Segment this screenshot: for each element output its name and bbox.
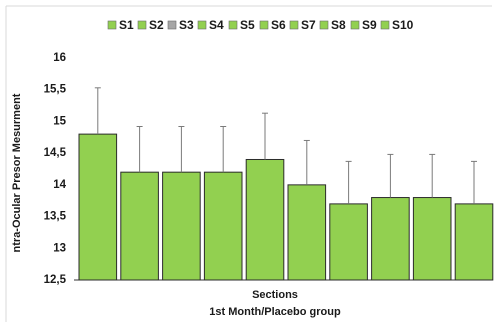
legend-swatch-s5 bbox=[228, 20, 238, 30]
error-bars bbox=[94, 87, 477, 204]
legend-swatch-s6 bbox=[259, 20, 269, 30]
legend-label-s5: S5 bbox=[240, 18, 255, 32]
y-tick-label: 15 bbox=[53, 115, 66, 127]
legend-label-s1: S1 bbox=[119, 18, 134, 32]
y-tick-label: 14 bbox=[53, 179, 66, 191]
y-tick-label: 13 bbox=[53, 242, 66, 254]
legend-swatch-s7 bbox=[289, 20, 299, 30]
legend-swatch-s2 bbox=[137, 20, 147, 30]
legend-swatch-s4 bbox=[197, 20, 207, 30]
bar-s9 bbox=[412, 197, 452, 281]
y-tick-label: 14,5 bbox=[44, 147, 67, 159]
bar-s2 bbox=[120, 171, 159, 281]
legend: S1 S2 S3 S4 S5 S6 S7 S8 S9 S10 bbox=[107, 18, 414, 32]
bar-s4 bbox=[203, 171, 243, 281]
legend-swatch-s3 bbox=[167, 20, 177, 30]
y-tick-label: 15,5 bbox=[44, 84, 67, 96]
legend-swatch-s9 bbox=[350, 20, 360, 30]
bars bbox=[78, 133, 494, 281]
legend-label-s2: S2 bbox=[149, 18, 164, 32]
y-tick-label: 16 bbox=[53, 52, 66, 64]
bar-s7 bbox=[329, 203, 368, 281]
y-axis-title: ntra-Ocular Presor Mesurment bbox=[11, 93, 23, 252]
bar-s3 bbox=[162, 171, 201, 281]
bar-s10 bbox=[454, 203, 494, 281]
bar-s6 bbox=[287, 184, 327, 281]
legend-label-s7: S7 bbox=[301, 18, 316, 32]
legend-label-s6: S6 bbox=[271, 18, 286, 32]
legend-label-s9: S9 bbox=[362, 18, 377, 32]
legend-label-s10: S10 bbox=[392, 18, 414, 32]
legend-swatch-s10 bbox=[380, 20, 390, 30]
y-axis-ticks: 12,5 13 13,5 14 14,5 15 15,5 16 bbox=[44, 52, 67, 286]
y-tick-label: 13,5 bbox=[44, 211, 67, 223]
x-axis-title: Sections bbox=[252, 289, 298, 301]
bar-s8 bbox=[371, 197, 410, 281]
legend-swatch-s1 bbox=[107, 20, 117, 30]
legend-label-s8: S8 bbox=[331, 18, 346, 32]
bar-s5 bbox=[245, 158, 285, 281]
bar-s1 bbox=[78, 133, 118, 281]
legend-label-s4: S4 bbox=[209, 18, 224, 32]
legend-swatch-s8 bbox=[319, 20, 329, 30]
y-tick-label: 12,5 bbox=[44, 274, 67, 286]
legend-label-s3: S3 bbox=[179, 18, 194, 32]
x-axis-subtitle: 1st Month/Placebo group bbox=[209, 306, 341, 318]
